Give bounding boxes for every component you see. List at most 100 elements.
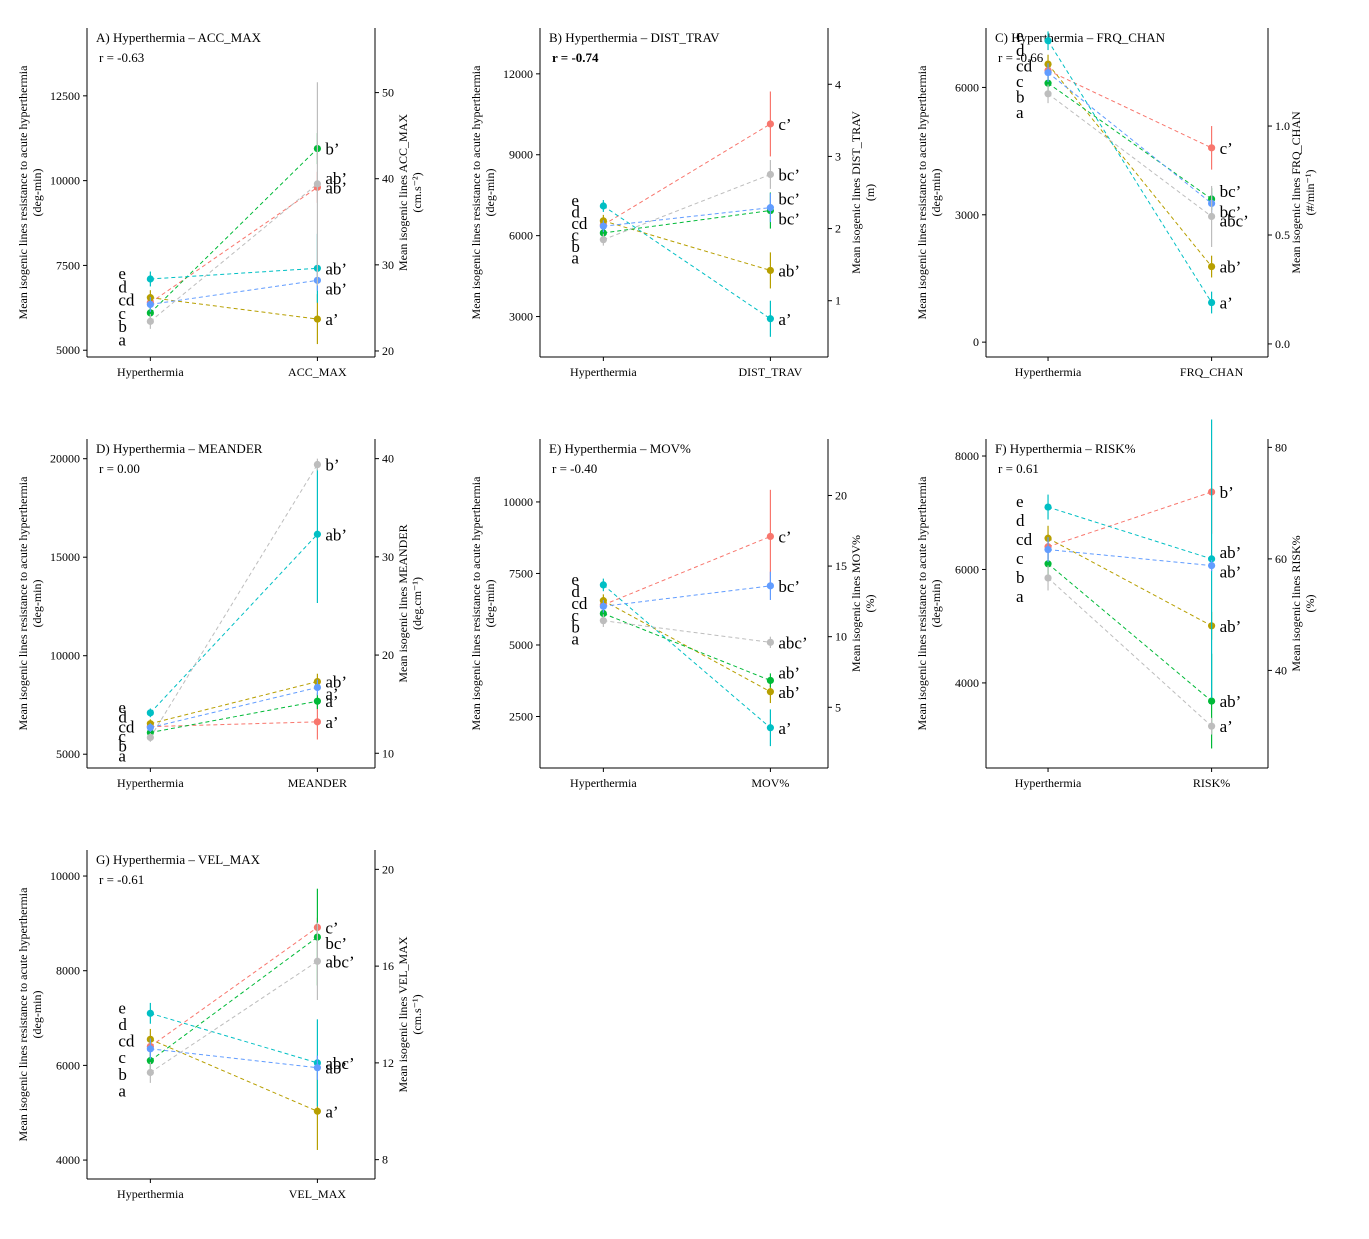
- left-point: [1044, 90, 1052, 98]
- right-letter: c’: [778, 527, 791, 546]
- left-letter: a: [571, 630, 579, 649]
- left-axis-title-line: Mean isogenic lines resistance to acute …: [469, 476, 483, 731]
- right-axis-title-line: Mean isogenic lines MOV%: [849, 535, 863, 672]
- left-letter: c: [118, 304, 126, 323]
- left-letter: a: [1016, 103, 1024, 122]
- right-letter: bc’: [1220, 202, 1242, 221]
- series-line: [603, 585, 771, 607]
- right-tick-label: 40: [382, 452, 394, 466]
- correlation-label: r = -0.40: [552, 461, 597, 476]
- right-point: [1208, 722, 1216, 730]
- left-letter: b: [571, 237, 580, 256]
- left-letter: b: [1016, 568, 1025, 587]
- right-tick-label: 20: [382, 344, 394, 358]
- series-line: [1047, 63, 1212, 267]
- right-letter: bc’: [325, 934, 347, 953]
- right-tick-label: 12: [382, 1056, 394, 1070]
- right-letter: a’: [1220, 717, 1233, 736]
- right-point: [1208, 697, 1216, 705]
- right-axis-title: Mean isogenic lines ACC_MAX(cm.s⁻²): [396, 114, 424, 271]
- left-letter: a: [1016, 587, 1024, 606]
- panel-b: 3000 6000 9000 12000 1 2 3 4 Hyperthermia DIST_TR…: [469, 28, 877, 379]
- right-point: [766, 688, 774, 696]
- left-axis-title: Mean isogenic lines resistance to acute …: [16, 887, 44, 1142]
- correlation-label: r = -0.61: [99, 872, 144, 887]
- series-line: [1047, 577, 1212, 727]
- left-letter: c: [1016, 549, 1024, 568]
- left-letter: e: [571, 570, 579, 589]
- correlation-label: r = -0.63: [99, 50, 144, 65]
- left-point: [146, 733, 154, 742]
- panel-e: 2500 5000 7500 10000 5 10 15 20 Hyperthermia MOV%…: [469, 439, 877, 790]
- right-point: [766, 315, 774, 323]
- right-axis-title-line: (m): [863, 184, 877, 201]
- series-line: [1047, 549, 1212, 567]
- right-tick-label: 60: [1275, 552, 1287, 566]
- left-tick-label: 6000: [56, 1058, 80, 1072]
- x-tick-label: Hyperthermia: [1015, 365, 1082, 379]
- left-point: [1044, 560, 1052, 568]
- left-axis-title: Mean isogenic lines resistance to acute …: [915, 65, 943, 320]
- series-line: [603, 600, 771, 693]
- right-tick-label: 30: [382, 258, 394, 272]
- left-tick-label: 8000: [56, 964, 80, 978]
- right-tick-label: 1.0: [1275, 119, 1290, 133]
- right-letter: ab’: [1220, 692, 1242, 711]
- right-axis-title-line: (%): [863, 595, 877, 613]
- series-line: [1047, 40, 1213, 303]
- series-line: [150, 700, 318, 734]
- right-axis-title-line: (cm.s⁻²): [410, 172, 424, 212]
- left-letter: e: [118, 998, 126, 1017]
- panel-c: 0 3000 6000 0.0 0.5 1.0 Hyperthermia FRQ_CHAN Me…: [915, 26, 1317, 379]
- left-letter: c: [118, 727, 126, 746]
- left-axis-title-line: (deg-min): [30, 169, 44, 217]
- series-line: [150, 1038, 318, 1112]
- series-line: [150, 721, 318, 728]
- left-point: [146, 1009, 154, 1017]
- right-tick-label: 5: [835, 700, 841, 714]
- x-tick-label: MOV%: [751, 776, 789, 790]
- left-letter: e: [571, 191, 579, 210]
- right-point: [313, 1064, 321, 1072]
- right-letter: a’: [325, 713, 338, 732]
- left-letter: d: [118, 708, 127, 727]
- right-letter: c’: [325, 918, 338, 937]
- right-tick-label: 0.0: [1275, 337, 1290, 351]
- left-tick-label: 10000: [50, 649, 80, 663]
- right-letter: a’: [1220, 294, 1233, 313]
- series-line: [1047, 93, 1212, 217]
- left-letter: a: [118, 330, 126, 349]
- right-axis-title-line: (deg.cm⁻¹): [410, 577, 424, 630]
- left-tick-label: 6000: [955, 80, 979, 94]
- correlation-label: r = 0.61: [998, 461, 1039, 476]
- right-point: [766, 170, 774, 179]
- right-tick-label: 80: [1275, 440, 1287, 454]
- left-letter: e: [1016, 26, 1024, 45]
- left-tick-label: 10000: [503, 495, 533, 509]
- right-point: [766, 266, 774, 275]
- left-letter: d: [571, 203, 580, 222]
- left-tick-label: 3000: [955, 208, 979, 222]
- series-line: [603, 535, 771, 606]
- right-letter: ab’: [325, 525, 347, 544]
- series-line: [149, 533, 318, 714]
- right-letter: ab’: [778, 261, 800, 280]
- left-tick-label: 4000: [955, 676, 979, 690]
- left-point: [146, 1068, 154, 1077]
- left-axis-title-line: Mean isogenic lines resistance to acute …: [915, 476, 929, 731]
- right-tick-label: 30: [382, 550, 394, 564]
- right-point: [766, 120, 774, 128]
- right-letter: ab’: [778, 663, 800, 682]
- left-letter: e: [118, 264, 126, 283]
- series-line: [150, 267, 318, 280]
- left-tick-label: 4000: [56, 1153, 80, 1167]
- left-tick-label: 15000: [50, 550, 80, 564]
- left-letter: e: [118, 698, 126, 717]
- x-tick-label: Hyperthermia: [570, 365, 637, 379]
- left-point: [599, 236, 607, 244]
- right-letter: ab’: [1220, 543, 1242, 562]
- left-letter: d: [571, 582, 580, 601]
- left-letter: b: [118, 1065, 127, 1084]
- right-tick-label: 1: [835, 294, 841, 308]
